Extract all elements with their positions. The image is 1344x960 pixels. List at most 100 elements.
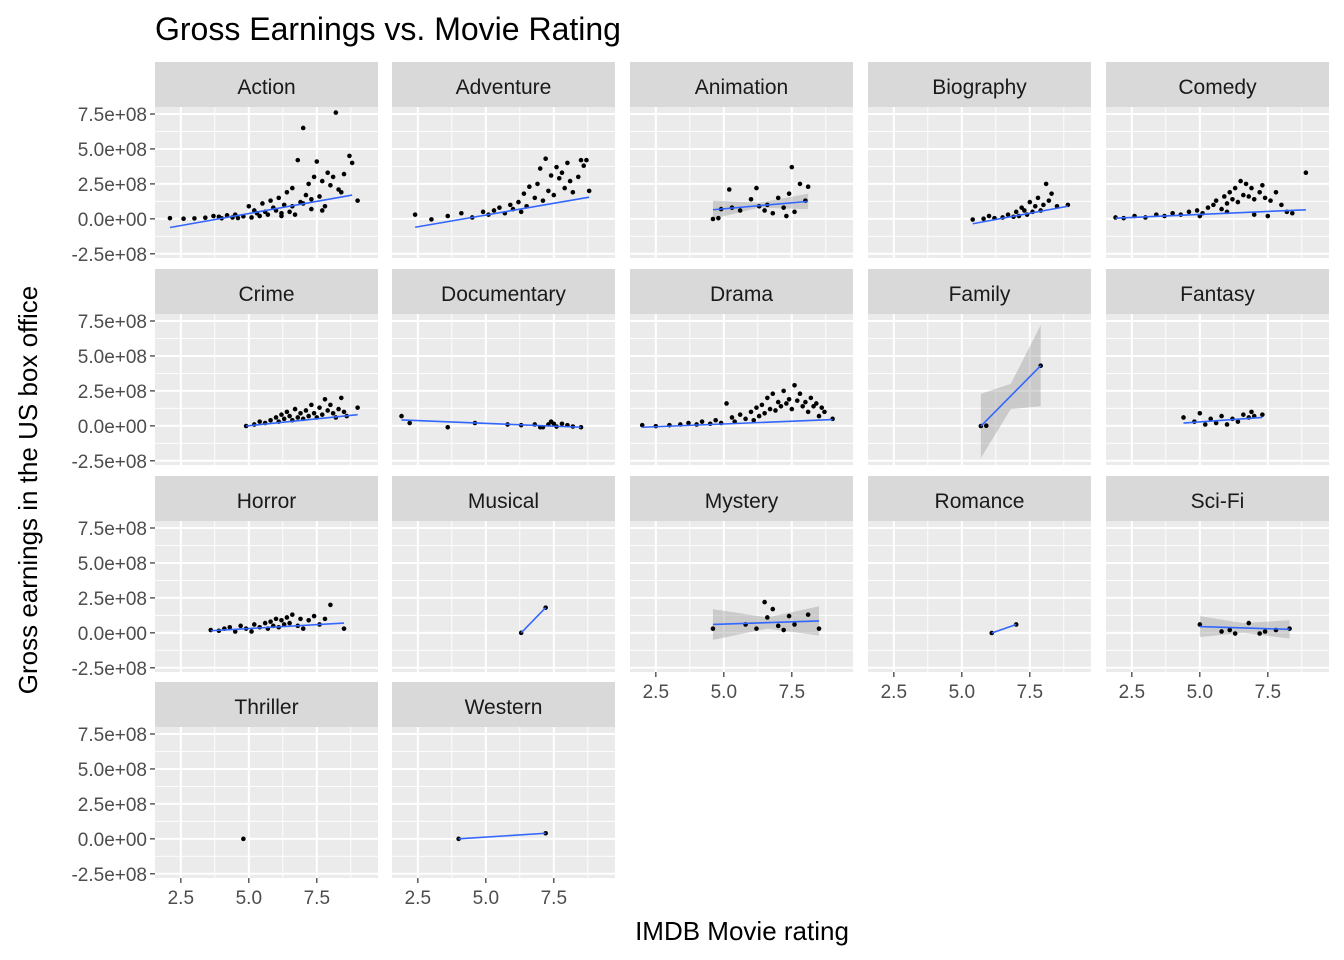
strip-label: Animation — [695, 76, 788, 99]
strip-label: Musical — [468, 490, 539, 513]
strip-label: Documentary — [441, 283, 566, 306]
y-tick-label: -2.5e+08 — [71, 245, 147, 266]
data-point — [765, 395, 770, 401]
x-tick-label: 5.0 — [236, 888, 262, 909]
trend-line — [246, 413, 358, 427]
data-point — [347, 153, 352, 159]
data-point — [729, 415, 735, 420]
data-point — [268, 619, 273, 624]
panel-sci-fi: Sci-Fi 2.5 5.0 7.5 — [1106, 476, 1329, 703]
data-point — [559, 170, 565, 176]
panel-background — [868, 521, 1091, 672]
data-point — [260, 201, 265, 206]
data-point — [754, 185, 759, 191]
data-point — [1197, 622, 1203, 627]
panel-mystery: Mystery 2.5 5.0 7.5 — [630, 476, 853, 703]
y-tick-label: 7.5e+08 — [78, 312, 147, 333]
data-point — [532, 195, 538, 201]
panel-romance: Romance 2.5 5.0 7.5 — [868, 476, 1091, 703]
data-point — [1049, 191, 1054, 196]
data-point — [287, 413, 292, 419]
data-point — [1032, 203, 1038, 209]
data-point — [546, 188, 551, 194]
y-tick-label: 0.0e+00 — [78, 624, 147, 645]
strip-background — [630, 269, 853, 314]
data-point — [1202, 422, 1208, 427]
data-point — [290, 612, 295, 617]
data-point — [781, 627, 786, 633]
strip-background — [1106, 269, 1329, 314]
data-point — [822, 409, 827, 415]
strip-label: Action — [237, 76, 295, 99]
data-point — [300, 626, 306, 631]
strip-label: Biography — [932, 76, 1027, 99]
panel-background — [392, 107, 615, 258]
data-point — [298, 616, 303, 622]
data-point — [986, 213, 992, 219]
data-point — [249, 215, 254, 220]
data-point — [445, 213, 451, 219]
data-point — [1249, 185, 1254, 191]
data-point — [268, 417, 273, 423]
data-point — [581, 163, 587, 169]
strip-background — [155, 476, 378, 521]
data-point — [1289, 210, 1295, 216]
data-point — [349, 160, 355, 166]
data-point — [716, 215, 721, 221]
trend-line — [414, 196, 590, 229]
data-point — [710, 626, 716, 631]
strip-label: Romance — [935, 490, 1025, 513]
y-tick-label: 5.0e+08 — [78, 554, 147, 575]
data-point — [1197, 410, 1203, 416]
data-point — [584, 157, 589, 163]
strip-background — [155, 682, 378, 727]
data-point — [754, 626, 759, 631]
trend-line — [401, 419, 582, 429]
x-tick-label: 7.5 — [304, 888, 330, 909]
data-point — [797, 181, 803, 187]
data-point — [306, 181, 311, 187]
data-point — [257, 419, 263, 424]
x-tick-label: 2.5 — [1119, 682, 1145, 703]
data-point — [265, 212, 271, 217]
data-point — [412, 212, 418, 217]
data-point — [341, 409, 347, 415]
strip-label: Drama — [710, 283, 773, 306]
strip-label: Thriller — [234, 696, 298, 719]
data-point — [754, 405, 759, 410]
data-point — [292, 406, 298, 412]
data-point — [1035, 195, 1041, 201]
strip-label: Western — [465, 696, 543, 719]
data-point — [765, 615, 770, 620]
data-point — [311, 410, 317, 416]
data-point — [797, 391, 803, 396]
data-point — [556, 176, 562, 181]
panel-animation: Animation — [630, 62, 853, 258]
data-point — [303, 192, 309, 198]
panel-drama: Drama — [630, 269, 853, 465]
panel-background — [630, 107, 853, 258]
data-point — [330, 174, 336, 180]
data-point — [737, 412, 743, 417]
data-point — [1257, 189, 1262, 195]
data-point — [328, 402, 333, 408]
data-point — [756, 413, 762, 419]
strip-background — [392, 476, 615, 521]
data-point — [262, 620, 268, 626]
data-point — [300, 125, 306, 131]
data-point — [724, 401, 729, 406]
data-point — [295, 157, 301, 163]
data-point — [325, 170, 330, 176]
panel-background — [155, 727, 378, 878]
data-point — [575, 174, 581, 180]
y-tick-label: 0.0e+00 — [78, 210, 147, 231]
data-point — [781, 205, 786, 210]
y-tick-label: -2.5e+08 — [71, 865, 147, 886]
y-tick-label: 2.5e+08 — [78, 795, 147, 816]
data-point — [497, 205, 502, 210]
facet-panels: Action -2.5e+08 0.0e+00 2.5e+08 5.0e+08 7.5e+… — [71, 62, 1329, 909]
data-point — [1238, 178, 1243, 184]
data-point — [586, 188, 592, 194]
data-point — [770, 391, 776, 396]
data-point — [775, 623, 781, 629]
